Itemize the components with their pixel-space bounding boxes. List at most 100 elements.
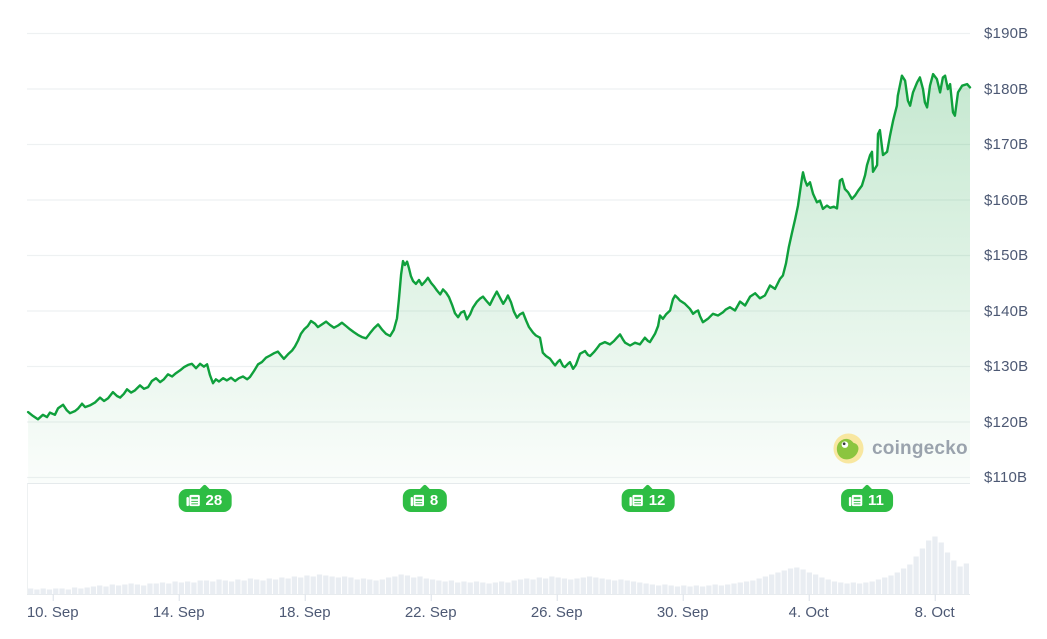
news-count-badge[interactable]: 28 <box>178 484 232 512</box>
volume-bar <box>59 588 65 595</box>
y-axis-label: $130B <box>984 358 1029 375</box>
volume-bar <box>298 577 304 595</box>
volume-bar <box>574 578 580 595</box>
volume-bar <box>819 577 825 595</box>
volume-bar <box>448 580 455 595</box>
volume-bar <box>84 587 90 595</box>
volume-bar <box>781 570 787 595</box>
coingecko-logo-icon <box>833 433 864 464</box>
news-count-badge[interactable]: 8 <box>402 484 448 512</box>
volume-bar <box>141 585 147 595</box>
volume-bar <box>963 563 969 595</box>
newspaper-icon <box>848 494 863 507</box>
volume-bar <box>656 585 662 595</box>
volume-bar <box>894 572 900 595</box>
volume-bar <box>461 581 467 595</box>
volume-bar <box>957 566 963 595</box>
volume-bar <box>323 575 329 595</box>
volume-bar <box>247 578 254 595</box>
volume-bar <box>630 581 637 595</box>
volume-bar <box>178 582 184 595</box>
volume-bar <box>65 589 71 595</box>
volume-bar <box>831 581 838 595</box>
volume-bar <box>97 585 103 595</box>
volume-bar <box>769 574 775 595</box>
coingecko-watermark: coingecko <box>833 433 968 464</box>
volume-bar <box>316 574 323 595</box>
volume-bar <box>134 584 141 595</box>
volume-bar <box>411 577 417 595</box>
x-axis-label: 22. Sep <box>404 604 457 621</box>
volume-bar <box>279 577 285 595</box>
volume-bar <box>624 580 630 595</box>
volume-bar <box>216 579 222 595</box>
volume-bar <box>530 579 536 595</box>
x-axis-ticks <box>52 594 936 601</box>
volume-bar <box>599 578 605 595</box>
volume-bar <box>844 583 850 595</box>
volume-bar <box>348 577 354 595</box>
volume-bar <box>40 588 46 595</box>
volume-bar <box>78 588 84 595</box>
volume-bar <box>185 581 191 595</box>
volume-bar <box>147 583 153 595</box>
volume-bar <box>926 540 932 595</box>
volume-bar <box>46 589 53 595</box>
volume-bar <box>379 579 385 595</box>
volume-bar <box>838 582 844 595</box>
volume-bar <box>687 586 693 595</box>
market-cap-area-fill <box>28 74 971 484</box>
volume-bar <box>875 579 882 595</box>
volume-bar <box>787 568 794 595</box>
volume-bar <box>266 578 272 595</box>
volume-bar <box>561 578 568 595</box>
news-count-badge[interactable]: 12 <box>621 484 675 512</box>
x-axis-label: 30. Sep <box>656 604 709 621</box>
volume-bar <box>951 560 957 595</box>
volume-bar <box>524 578 530 595</box>
x-axis-label: 26. Sep <box>530 604 583 621</box>
volume-bar <box>109 584 115 595</box>
volume-bar <box>863 582 869 595</box>
market-cap-line[interactable] <box>26 72 972 421</box>
volume-bar <box>517 579 524 595</box>
volume-bar <box>172 581 178 595</box>
volume-bar <box>568 579 574 595</box>
news-count-badge[interactable]: 11 <box>841 484 893 512</box>
volume-bar <box>71 587 78 595</box>
volume-bar <box>869 581 875 595</box>
volume-bar <box>505 582 511 595</box>
volume-bar <box>90 586 97 595</box>
volume-bar <box>203 580 210 595</box>
volume-bar <box>907 564 913 595</box>
volume-bar <box>649 584 655 595</box>
x-axis-label: 4. Oct <box>788 604 829 621</box>
volume-bar <box>668 585 674 595</box>
volume-bar <box>310 576 316 595</box>
y-axis-label: $120B <box>984 413 1029 431</box>
volume-bar <box>699 586 706 595</box>
volume-bar <box>850 582 856 595</box>
volume-bar <box>756 578 762 595</box>
volume-bar <box>737 582 743 595</box>
y-axis-label: $160B <box>984 191 1029 209</box>
volume-bar <box>429 579 436 595</box>
volume-bar <box>235 579 241 595</box>
volume-bar <box>731 583 737 595</box>
volume-bar <box>53 588 59 595</box>
volume-bar <box>555 577 561 595</box>
volume-bars[interactable] <box>28 536 969 595</box>
volume-bar <box>725 584 731 595</box>
volume-bar <box>605 579 612 595</box>
volume-bar <box>542 578 549 595</box>
volume-bar <box>681 585 687 595</box>
volume-bar <box>436 580 442 595</box>
volume-bar <box>360 578 367 595</box>
volume-bar <box>492 582 498 595</box>
volume-bar <box>762 576 769 595</box>
volume-bar <box>718 585 725 595</box>
volume-bar <box>536 577 542 595</box>
volume-bar <box>423 578 429 595</box>
volume-bar <box>385 577 392 595</box>
